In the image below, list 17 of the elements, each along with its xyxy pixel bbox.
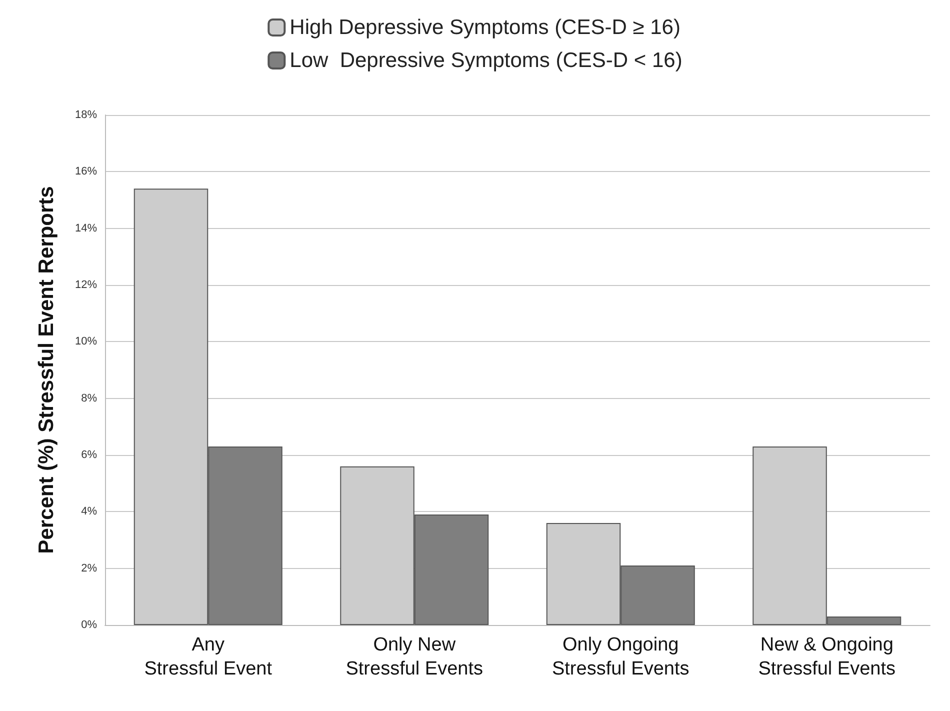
x-tick-label: New & Ongoing Stressful Events xyxy=(758,634,896,680)
y-tick-label: 10% xyxy=(74,336,98,348)
y-tick-label: 4% xyxy=(81,506,98,518)
y-axis-title: Percent (%) Stressful Event Rerports xyxy=(35,186,58,554)
y-tick-label: 2% xyxy=(81,562,98,574)
y-tick-label: 16% xyxy=(74,166,98,178)
y-tick-label: 12% xyxy=(74,279,98,291)
y-tick-label: 14% xyxy=(74,222,98,234)
y-tick-label: 6% xyxy=(81,449,98,461)
y-tick-label: 0% xyxy=(81,619,98,631)
x-tick-label: Only Ongoing Stressful Events xyxy=(552,634,690,680)
x-tick-label: Only New Stressful Events xyxy=(346,634,484,680)
legend-label: High Depressive Symptoms (CES-D ≥ 16) xyxy=(290,16,680,39)
y-tick-label: 8% xyxy=(81,392,98,404)
y-tick-label: 18% xyxy=(74,109,98,121)
x-tick-label: Any Stressful Event xyxy=(144,634,273,680)
legend-label: Low Depressive Symptoms (CES-D < 16) xyxy=(290,49,682,72)
